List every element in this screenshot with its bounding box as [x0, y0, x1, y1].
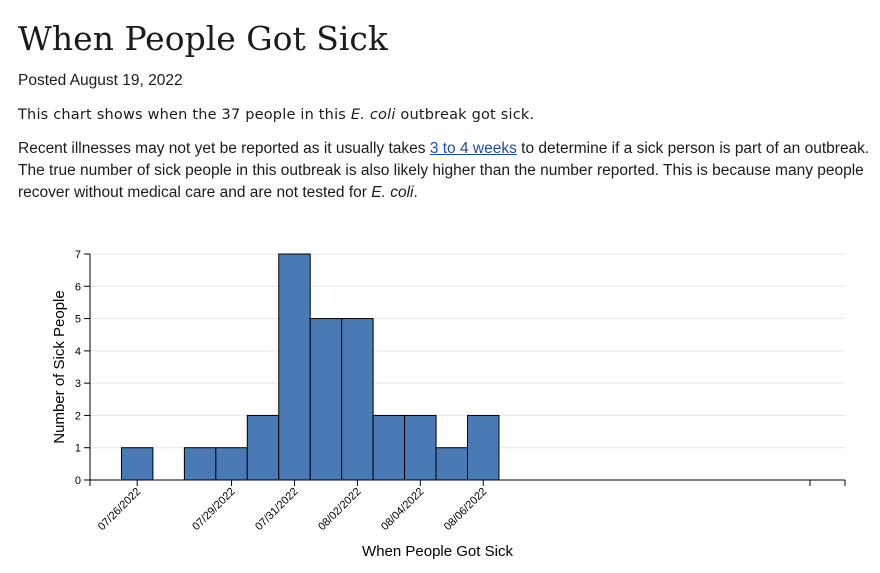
summary-text-end: outbreak got sick.: [395, 107, 535, 123]
y-tick-label: 7: [75, 249, 81, 261]
histogram-bar: [341, 318, 374, 481]
histogram-bar: [183, 447, 217, 481]
posted-date: Posted August 19, 2022: [18, 72, 183, 89]
summary-text-start: This chart shows when the 37 people in t…: [18, 107, 351, 123]
histogram-bar: [278, 253, 311, 481]
reporting-note: Recent illnesses may not yet be reported…: [18, 138, 873, 204]
histogram-bar: [467, 414, 500, 481]
y-tick-label: 4: [75, 346, 81, 358]
note-text-2: to determine if a sick person is part of…: [18, 140, 870, 201]
y-tick-label: 0: [75, 475, 81, 487]
note-text-3: .: [413, 184, 418, 201]
x-tick-label: 07/29/2022: [190, 486, 237, 533]
page-title: When People Got Sick: [18, 19, 388, 58]
y-tick-label: 5: [75, 314, 81, 326]
histogram-bar: [404, 414, 437, 481]
note-organism-name: E. coli: [371, 184, 414, 201]
histogram-bar: [435, 447, 468, 481]
x-tick-label: 07/26/2022: [96, 486, 143, 533]
x-tick-label: 07/31/2022: [253, 486, 300, 533]
y-tick-label: 3: [75, 378, 81, 390]
epi-curve-chart: 0 1 2 3 4 5 6 7 07/26/2022 07/29/2022 07/31/2022 08…: [51, 249, 846, 560]
x-tick-label: 08/02/2022: [316, 486, 363, 533]
histogram-bar: [120, 447, 154, 481]
y-tick-label: 2: [75, 410, 81, 422]
histogram-bar: [215, 447, 248, 481]
histogram-bar: [372, 414, 406, 481]
timeline-link[interactable]: 3 to 4 weeks: [429, 140, 517, 157]
note-text-1: Recent illnesses may not yet be reported…: [18, 140, 430, 157]
x-axis-title: When People Got Sick: [362, 543, 513, 560]
chart-summary: This chart shows when the 37 people in t…: [18, 107, 873, 123]
y-tick-label: 6: [75, 281, 81, 293]
x-tick-label: 08/06/2022: [442, 486, 489, 533]
x-tick-label: 08/04/2022: [379, 486, 426, 533]
histogram-bar: [309, 318, 343, 481]
y-tick-label: 1: [75, 443, 81, 455]
page-content: When People Got Sick Posted August 19, 2…: [18, 0, 873, 204]
histogram-bar: [246, 414, 280, 481]
y-axis-title: Number of Sick People: [51, 290, 68, 443]
organism-name: E. coli: [350, 107, 396, 123]
